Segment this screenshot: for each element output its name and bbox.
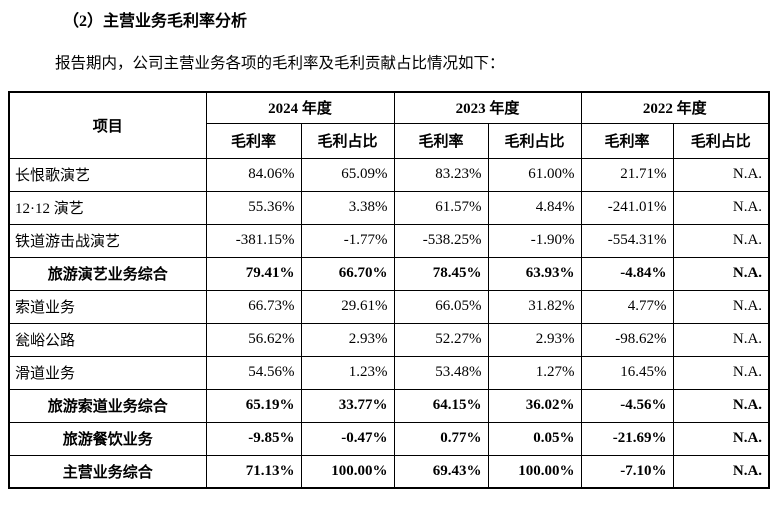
table-body: 长恨歌演艺 84.06% 65.09% 83.23% 61.00% 21.71% N.A. 1…: [8, 157, 770, 489]
value-cell: N.A.: [672, 190, 770, 225]
row-name-cell: 12·12 演艺: [8, 190, 207, 225]
row-name-cell: 旅游餐饮业务: [8, 421, 207, 456]
value-cell: 36.02%: [487, 388, 582, 423]
value-cell: 65.19%: [205, 388, 302, 423]
value-cell: 52.27%: [393, 322, 489, 357]
value-cell: 4.84%: [487, 190, 582, 225]
value-cell: 61.57%: [393, 190, 489, 225]
row-name-cell: 主营业务综合: [8, 454, 207, 489]
value-cell: N.A.: [672, 223, 770, 258]
value-cell: -1.90%: [487, 223, 582, 258]
gross-margin-table: 项目 2024 年度 2023 年度 2022 年度 毛利率 毛利占比 毛利率 …: [8, 91, 771, 489]
value-cell: 0.77%: [393, 421, 489, 456]
value-cell: N.A.: [672, 421, 770, 456]
value-cell: 53.48%: [393, 355, 489, 390]
col-header-year-2023: 2023 年度: [393, 91, 582, 124]
value-cell: 4.77%: [580, 289, 674, 324]
value-cell: -7.10%: [580, 454, 674, 489]
col-header-year-2022: 2022 年度: [580, 91, 770, 124]
table-row: 旅游演艺业务综合 79.41% 66.70% 78.45% 63.93% -4.84% N.…: [8, 256, 770, 291]
col-header-share-2022: 毛利占比: [672, 122, 770, 159]
value-cell: 100.00%: [487, 454, 582, 489]
value-cell: 2.93%: [300, 322, 395, 357]
col-header-margin-2023: 毛利率: [393, 122, 489, 159]
table-row: 瓮峪公路 56.62% 2.93% 52.27% 2.93% -98.62% N.A.: [8, 322, 770, 357]
table-row: 滑道业务 54.56% 1.23% 53.48% 1.27% 16.45% N.A.: [8, 355, 770, 390]
value-cell: 54.56%: [205, 355, 302, 390]
value-cell: 29.61%: [300, 289, 395, 324]
table-row: 铁道游击战演艺 -381.15% -1.77% -538.25% -1.90% -554.…: [8, 223, 770, 258]
value-cell: -381.15%: [205, 223, 302, 258]
intro-paragraph: 报告期内，公司主营业务各项的毛利率及毛利贡献占比情况如下：: [55, 55, 505, 72]
value-cell: 0.05%: [487, 421, 582, 456]
col-header-share-2023: 毛利占比: [487, 122, 582, 159]
row-name-cell: 铁道游击战演艺: [8, 223, 207, 258]
value-cell: 55.36%: [205, 190, 302, 225]
table-row: 12·12 演艺 55.36% 3.38% 61.57% 4.84% -241.01% N.…: [8, 190, 770, 225]
section-title: （2）主营业务毛利率分析: [63, 13, 248, 30]
value-cell: 33.77%: [300, 388, 395, 423]
table-row: 旅游餐饮业务 -9.85% -0.47% 0.77% 0.05% -21.69% N.A.: [8, 421, 770, 456]
value-cell: 66.73%: [205, 289, 302, 324]
value-cell: 1.23%: [300, 355, 395, 390]
value-cell: 61.00%: [487, 157, 582, 192]
row-name-cell: 索道业务: [8, 289, 207, 324]
value-cell: -1.77%: [300, 223, 395, 258]
value-cell: 100.00%: [300, 454, 395, 489]
value-cell: -0.47%: [300, 421, 395, 456]
value-cell: -4.56%: [580, 388, 674, 423]
col-header-margin-2022: 毛利率: [580, 122, 674, 159]
value-cell: 16.45%: [580, 355, 674, 390]
value-cell: 66.70%: [300, 256, 395, 291]
value-cell: 65.09%: [300, 157, 395, 192]
value-cell: N.A.: [672, 289, 770, 324]
value-cell: -241.01%: [580, 190, 674, 225]
value-cell: N.A.: [672, 355, 770, 390]
table-row: 索道业务 66.73% 29.61% 66.05% 31.82% 4.77% N.A.: [8, 289, 770, 324]
value-cell: -538.25%: [393, 223, 489, 258]
value-cell: 78.45%: [393, 256, 489, 291]
value-cell: -98.62%: [580, 322, 674, 357]
row-name-cell: 长恨歌演艺: [8, 157, 207, 192]
value-cell: N.A.: [672, 157, 770, 192]
value-cell: 1.27%: [487, 355, 582, 390]
value-cell: 71.13%: [205, 454, 302, 489]
value-cell: N.A.: [672, 256, 770, 291]
table-row: 长恨歌演艺 84.06% 65.09% 83.23% 61.00% 21.71% N.A.: [8, 157, 770, 192]
table-row: 主营业务综合 71.13% 100.00% 69.43% 100.00% -7.10% N.…: [8, 454, 770, 489]
value-cell: 31.82%: [487, 289, 582, 324]
value-cell: 56.62%: [205, 322, 302, 357]
row-name-cell: 旅游演艺业务综合: [8, 256, 207, 291]
row-name-cell: 滑道业务: [8, 355, 207, 390]
value-cell: 69.43%: [393, 454, 489, 489]
value-cell: 3.38%: [300, 190, 395, 225]
col-header-item: 项目: [8, 91, 207, 159]
value-cell: -4.84%: [580, 256, 674, 291]
value-cell: N.A.: [672, 388, 770, 423]
value-cell: N.A.: [672, 454, 770, 489]
value-cell: 64.15%: [393, 388, 489, 423]
value-cell: -21.69%: [580, 421, 674, 456]
row-name-cell: 瓮峪公路: [8, 322, 207, 357]
row-name-cell: 旅游索道业务综合: [8, 388, 207, 423]
value-cell: -554.31%: [580, 223, 674, 258]
value-cell: 63.93%: [487, 256, 582, 291]
value-cell: N.A.: [672, 322, 770, 357]
value-cell: 79.41%: [205, 256, 302, 291]
value-cell: 2.93%: [487, 322, 582, 357]
col-header-year-2024: 2024 年度: [205, 91, 395, 124]
col-header-margin-2024: 毛利率: [205, 122, 302, 159]
value-cell: 21.71%: [580, 157, 674, 192]
col-header-share-2024: 毛利占比: [300, 122, 395, 159]
value-cell: 66.05%: [393, 289, 489, 324]
value-cell: 83.23%: [393, 157, 489, 192]
value-cell: -9.85%: [205, 421, 302, 456]
table-row: 旅游索道业务综合 65.19% 33.77% 64.15% 36.02% -4.56% N.…: [8, 388, 770, 423]
value-cell: 84.06%: [205, 157, 302, 192]
